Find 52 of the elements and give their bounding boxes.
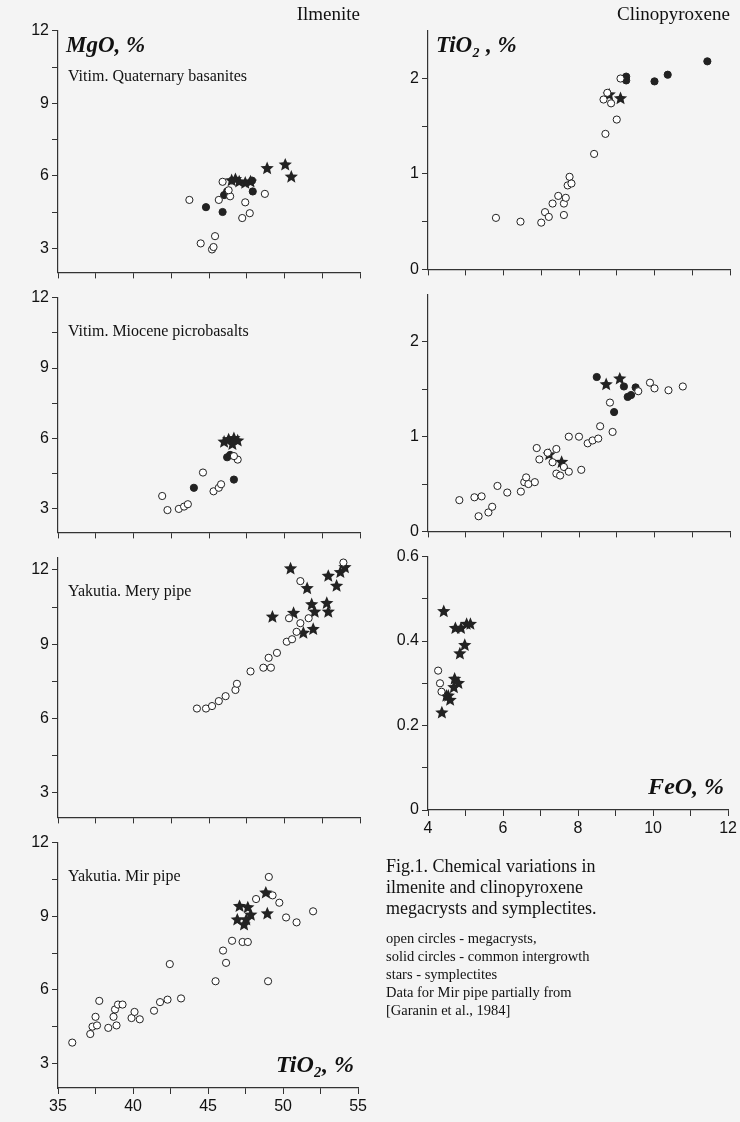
- y-tick-label: 9: [40, 634, 50, 652]
- text: Data for Mir pipe partially from: [386, 983, 573, 1001]
- y-tick-label: 0.2: [396, 715, 420, 733]
- y-tick-label: 0: [410, 800, 420, 818]
- y-tick-label: 6: [40, 980, 50, 998]
- x-axis-title: TiO₂, %: [275, 1051, 355, 1078]
- text: Vitim. Miocene picrobasalts: [68, 321, 249, 340]
- y-tick-label: 3: [40, 783, 50, 801]
- y-tick-label: 12: [31, 833, 50, 851]
- y-tick-label: 1: [410, 164, 420, 182]
- x-tick-label: 10: [644, 819, 663, 837]
- chart-title: Clinopyroxene: [617, 3, 730, 25]
- y-tick-label: 2: [410, 68, 420, 86]
- text: stars - symplectites: [386, 965, 499, 983]
- x-tick-label: 45: [199, 1097, 218, 1115]
- text: [Garanin et al., 1984]: [386, 1001, 512, 1019]
- x-axis-title: FeO, %: [647, 773, 725, 800]
- y-tick-label: 6: [40, 428, 50, 446]
- y-tick-label: 9: [40, 906, 50, 924]
- chart-title: Ilmenite: [296, 3, 360, 25]
- x-tick-label: 40: [124, 1097, 143, 1115]
- text: Vitim. Quaternary basanites: [68, 67, 247, 85]
- y-axis-title: TiO₂ , %: [436, 32, 517, 58]
- x-tick-label: 35: [49, 1097, 67, 1115]
- x-tick-label: 12: [719, 819, 738, 837]
- y-axis-title: MgO, %: [65, 32, 146, 58]
- y-tick-label: 6: [40, 708, 50, 726]
- y-tick-label: 12: [31, 21, 50, 39]
- y-tick-label: 6: [40, 166, 50, 184]
- y-tick-label: 0: [410, 521, 420, 539]
- x-tick-label: 4: [423, 819, 433, 837]
- y-tick-label: 3: [40, 499, 50, 517]
- y-tick-label: 1: [410, 427, 420, 445]
- y-tick-label: 12: [31, 560, 50, 578]
- text: solid circles - common intergrowth: [386, 947, 591, 965]
- y-tick-label: 3: [40, 238, 50, 256]
- y-tick-label: 12: [31, 288, 50, 306]
- text: Yakutia. Mery pipe: [68, 581, 192, 600]
- x-tick-label: 55: [349, 1097, 368, 1115]
- y-tick-label: 0: [410, 259, 420, 277]
- y-tick-label: 3: [40, 1053, 50, 1071]
- x-tick-label: 50: [274, 1097, 293, 1115]
- y-tick-label: 0.4: [396, 631, 420, 649]
- y-tick-label: 0.6: [396, 547, 420, 565]
- x-tick-label: 8: [573, 819, 583, 837]
- y-tick-label: 9: [40, 358, 50, 376]
- text: open circles - megacrysts,: [386, 929, 538, 947]
- x-tick-label: 6: [498, 819, 508, 837]
- y-tick-label: 9: [40, 93, 50, 111]
- text: Yakutia. Mir pipe: [68, 866, 181, 885]
- y-tick-label: 2: [410, 332, 420, 350]
- caption: Fig.1. Chemical variations in ilmenite and clinopyroxene megacrysts and symplectites.: [386, 856, 598, 919]
